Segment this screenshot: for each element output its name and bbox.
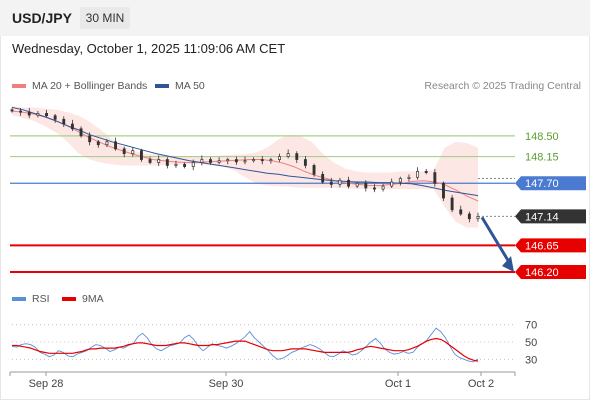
candle-body xyxy=(27,111,31,116)
candle-body xyxy=(321,173,325,183)
candle-body xyxy=(209,159,212,163)
candle-body xyxy=(139,150,143,160)
candle-body xyxy=(278,156,281,160)
candle-body xyxy=(191,162,195,167)
candle-body xyxy=(355,182,359,187)
ma20-swatch xyxy=(12,84,26,88)
candle-body xyxy=(260,159,264,162)
candle-body xyxy=(476,216,480,220)
candle-body xyxy=(390,181,394,187)
candle-body xyxy=(148,159,152,163)
level-tag-146.20 xyxy=(515,265,586,279)
rsi-tick-30: 30 xyxy=(525,354,537,366)
candle-body xyxy=(372,187,376,190)
timeframe-button[interactable]: 30 MIN xyxy=(80,7,130,29)
credit-text: Research © 2025 Trading Central xyxy=(424,80,581,92)
level-tag-146.65 xyxy=(515,238,586,253)
level-label-146.20: 146.20 xyxy=(525,267,559,279)
level-label-147.14: 147.14 xyxy=(525,211,559,223)
candle-body xyxy=(10,109,14,112)
candle-body xyxy=(70,123,74,130)
candle-body xyxy=(174,163,178,166)
rsi-tick-50: 50 xyxy=(525,337,537,349)
candle-body xyxy=(433,172,437,184)
candle-body xyxy=(312,165,316,175)
level-tag-147.70 xyxy=(515,176,586,191)
candle-body xyxy=(79,128,83,137)
legend-ma20: MA 20 + Bollinger Bands xyxy=(12,80,147,92)
candle-body xyxy=(45,113,48,117)
level-label-146.65: 146.65 xyxy=(525,240,559,252)
time-tick-label: Sep 30 xyxy=(209,378,244,390)
candle-body xyxy=(217,160,221,163)
rsi-label: RSI xyxy=(32,293,50,305)
ma50-swatch xyxy=(155,84,169,88)
candle-body xyxy=(157,159,161,163)
candle-body xyxy=(329,181,333,185)
candle-body xyxy=(252,159,256,162)
legend-9ma: 9MA xyxy=(62,293,104,305)
candle-body xyxy=(398,178,402,183)
candle-body xyxy=(200,159,204,163)
level-label-147.70: 147.70 xyxy=(525,178,559,190)
level-tag-147.14 xyxy=(515,209,586,224)
candle-body xyxy=(234,159,238,163)
candle-body xyxy=(36,113,40,116)
candle-body xyxy=(243,160,247,163)
legend-ma50: MA 50 xyxy=(155,80,205,92)
candle-body xyxy=(226,159,230,162)
candle-body xyxy=(269,159,273,162)
candle-body xyxy=(424,171,428,173)
forecast-arrow-head xyxy=(502,256,514,272)
time-tick-label: Oct 2 xyxy=(468,378,494,390)
candle-body xyxy=(122,148,126,154)
candle-body xyxy=(459,209,463,215)
level-label-148.50: 148.50 xyxy=(525,131,559,143)
ma50-label: MA 50 xyxy=(175,80,205,92)
ma20-label: MA 20 + Bollinger Bands xyxy=(32,80,148,92)
candle-body xyxy=(165,159,169,166)
time-tick-label: Oct 1 xyxy=(385,378,411,390)
candle-body xyxy=(381,185,385,190)
candle-body xyxy=(88,135,92,143)
rsi-line xyxy=(11,327,479,363)
candle-body xyxy=(416,171,420,178)
candle-body xyxy=(442,182,445,199)
time-tick-label: Sep 28 xyxy=(29,378,64,390)
candle-body xyxy=(183,163,187,167)
candle-body xyxy=(62,118,66,125)
legend-rsi: RSI xyxy=(12,293,50,305)
candle-body xyxy=(105,141,109,146)
timestamp: Wednesday, October 1, 2025 11:09:06 AM C… xyxy=(12,41,286,56)
candle-body xyxy=(364,182,368,189)
candle-body xyxy=(450,197,454,211)
candle-body xyxy=(286,153,290,157)
candle-body xyxy=(407,176,411,179)
forecast-arrow-shaft xyxy=(480,216,511,263)
candle-body xyxy=(96,141,100,146)
candle-body xyxy=(338,179,342,185)
candle-body xyxy=(467,213,471,220)
bollinger-band xyxy=(12,106,478,228)
candle-body xyxy=(114,141,118,150)
level-label-148.15: 148.15 xyxy=(525,152,559,164)
candle-body xyxy=(131,150,135,154)
rsi-ma-line xyxy=(12,337,479,362)
candle-body xyxy=(347,179,351,187)
candle-body xyxy=(303,159,307,166)
symbol-title[interactable]: USD/JPY xyxy=(12,10,72,26)
candle-body xyxy=(295,153,299,160)
9ma-label: 9MA xyxy=(82,293,104,305)
rsi-swatch xyxy=(12,297,26,301)
candle-body xyxy=(53,115,57,120)
rsi-tick-70: 70 xyxy=(525,320,537,332)
9ma-swatch xyxy=(62,297,76,301)
chart-header: USD/JPY 30 MIN xyxy=(0,0,590,36)
candle-body xyxy=(19,110,23,113)
